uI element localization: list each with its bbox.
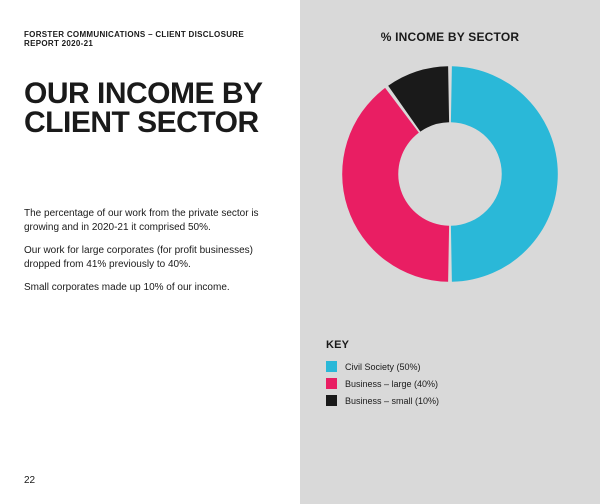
page-number: 22	[24, 475, 35, 486]
legend-item: Business – large (40%)	[326, 378, 580, 389]
body-text: The percentage of our work from the priv…	[24, 207, 276, 305]
legend: KEY Civil Society (50%) Business – large …	[320, 339, 580, 412]
legend-swatch	[326, 378, 337, 389]
paragraph: The percentage of our work from the priv…	[24, 207, 264, 234]
legend-label: Business – large (40%)	[345, 379, 438, 389]
legend-label: Civil Society (50%)	[345, 362, 421, 372]
right-panel: % INCOME BY SECTOR KEY Civil Society (50…	[300, 0, 600, 504]
donut-chart	[340, 64, 560, 284]
legend-label: Business – small (10%)	[345, 396, 439, 406]
legend-item: Business – small (10%)	[326, 395, 580, 406]
chart-title: % INCOME BY SECTOR	[381, 30, 520, 44]
legend-title: KEY	[326, 339, 580, 351]
paragraph: Our work for large corporates (for profi…	[24, 244, 264, 271]
legend-item: Civil Society (50%)	[326, 361, 580, 372]
breadcrumb: FORSTER COMMUNICATIONS – CLIENT DISCLOSU…	[24, 30, 276, 48]
legend-swatch	[326, 395, 337, 406]
paragraph: Small corporates made up 10% of our inco…	[24, 281, 264, 295]
donut-slice	[451, 66, 558, 282]
left-panel: FORSTER COMMUNICATIONS – CLIENT DISCLOSU…	[0, 0, 300, 504]
legend-swatch	[326, 361, 337, 372]
page-title: OUR INCOME BY CLIENT SECTOR	[24, 80, 276, 137]
